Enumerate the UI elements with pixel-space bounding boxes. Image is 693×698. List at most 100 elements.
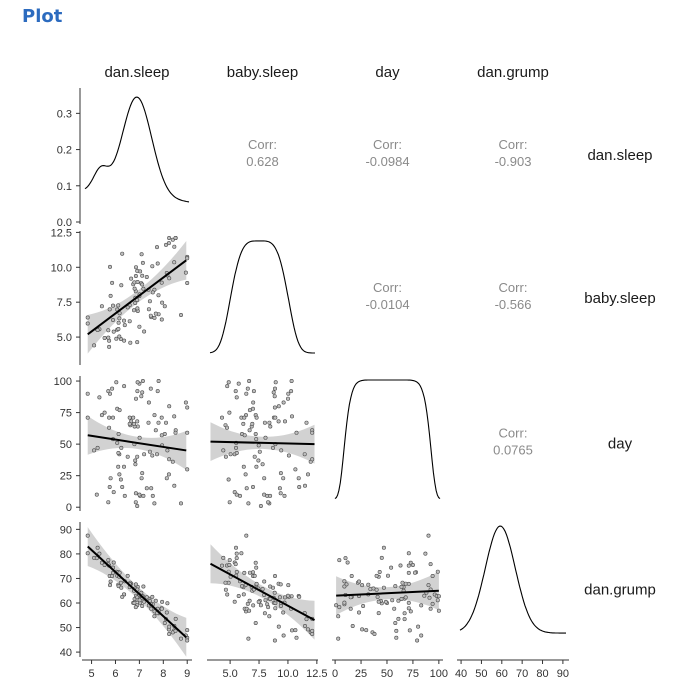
data-point <box>150 290 155 295</box>
data-point <box>137 492 142 497</box>
data-point <box>258 503 263 508</box>
x-tick-label: 80 <box>536 668 548 680</box>
data-point <box>106 389 111 394</box>
y-tick-label: 75 <box>60 408 72 420</box>
data-point <box>116 320 121 325</box>
data-point <box>258 603 263 608</box>
corr-label: Corr: <box>373 137 402 152</box>
data-point <box>336 636 341 641</box>
x-tick-label: 25 <box>355 668 367 680</box>
data-point <box>111 415 116 420</box>
data-point <box>135 454 140 459</box>
data-point <box>117 316 122 321</box>
data-point <box>430 601 435 606</box>
data-point <box>127 319 132 324</box>
data-point <box>267 420 272 425</box>
data-point <box>173 616 178 621</box>
data-point <box>428 606 433 611</box>
data-point <box>221 448 226 453</box>
data-point <box>276 419 281 424</box>
data-point <box>120 251 125 256</box>
data-point <box>137 435 142 440</box>
data-point <box>106 335 111 340</box>
data-point <box>356 579 361 584</box>
data-point <box>118 477 123 482</box>
data-point <box>115 440 120 445</box>
data-point <box>254 565 259 570</box>
data-point <box>167 457 172 462</box>
data-point <box>167 276 172 281</box>
data-point <box>122 493 127 498</box>
corr-value: -0.0104 <box>365 297 409 312</box>
data-point <box>246 636 251 641</box>
data-point <box>140 273 145 278</box>
data-point <box>277 486 282 491</box>
y-tick-label: 70 <box>60 573 72 585</box>
data-point <box>270 445 275 450</box>
data-point <box>241 592 246 597</box>
data-point <box>106 328 111 333</box>
data-point <box>150 493 155 498</box>
x-tick-label: 7.5 <box>251 668 266 680</box>
corr-value: 0.0765 <box>493 443 533 458</box>
data-point <box>262 476 267 481</box>
data-point <box>435 569 440 574</box>
x-tick-label: 5 <box>89 668 95 680</box>
data-point <box>122 338 127 343</box>
data-point <box>227 562 232 567</box>
regression-line <box>87 545 187 639</box>
data-point <box>310 628 315 633</box>
corr-value: -0.903 <box>495 154 532 169</box>
regression-line <box>209 562 316 622</box>
y-tick-label: 50 <box>60 439 72 451</box>
data-point <box>393 620 398 625</box>
data-point <box>173 236 178 241</box>
data-point <box>234 551 239 556</box>
data-point <box>415 638 420 643</box>
data-point <box>185 430 190 435</box>
data-point <box>396 598 401 603</box>
data-point <box>410 562 415 567</box>
x-tick-label: 60 <box>496 668 508 680</box>
data-point <box>108 579 113 584</box>
data-point <box>281 400 286 405</box>
data-point <box>156 420 161 425</box>
data-point <box>289 389 294 394</box>
data-point <box>245 601 250 606</box>
data-point <box>297 484 302 489</box>
data-point <box>85 415 90 420</box>
data-point <box>125 573 130 578</box>
data-point <box>141 584 146 589</box>
data-point <box>398 563 403 568</box>
data-point <box>232 599 237 604</box>
data-point <box>242 415 247 420</box>
data-point <box>135 306 140 311</box>
data-point <box>146 400 151 405</box>
data-point <box>111 560 116 565</box>
data-point <box>185 467 190 472</box>
data-point <box>111 317 116 322</box>
data-point <box>372 631 377 636</box>
x-tick-label: 0 <box>332 668 338 680</box>
data-point <box>293 628 298 633</box>
data-point <box>116 450 121 455</box>
data-point <box>167 404 172 409</box>
data-point <box>111 329 116 334</box>
data-point <box>236 381 241 386</box>
data-point <box>276 404 281 409</box>
data-point <box>223 587 228 592</box>
data-point <box>173 430 178 435</box>
data-point <box>133 500 138 505</box>
data-point <box>165 448 170 453</box>
data-point <box>125 305 130 310</box>
data-point <box>141 493 146 498</box>
data-point <box>149 606 154 611</box>
data-point <box>155 245 160 250</box>
data-point <box>85 533 90 538</box>
data-point <box>247 378 252 383</box>
x-tick-label: 8 <box>160 668 166 680</box>
data-point <box>253 560 258 565</box>
data-point <box>114 380 119 385</box>
data-point <box>268 424 273 429</box>
data-point <box>281 633 286 638</box>
